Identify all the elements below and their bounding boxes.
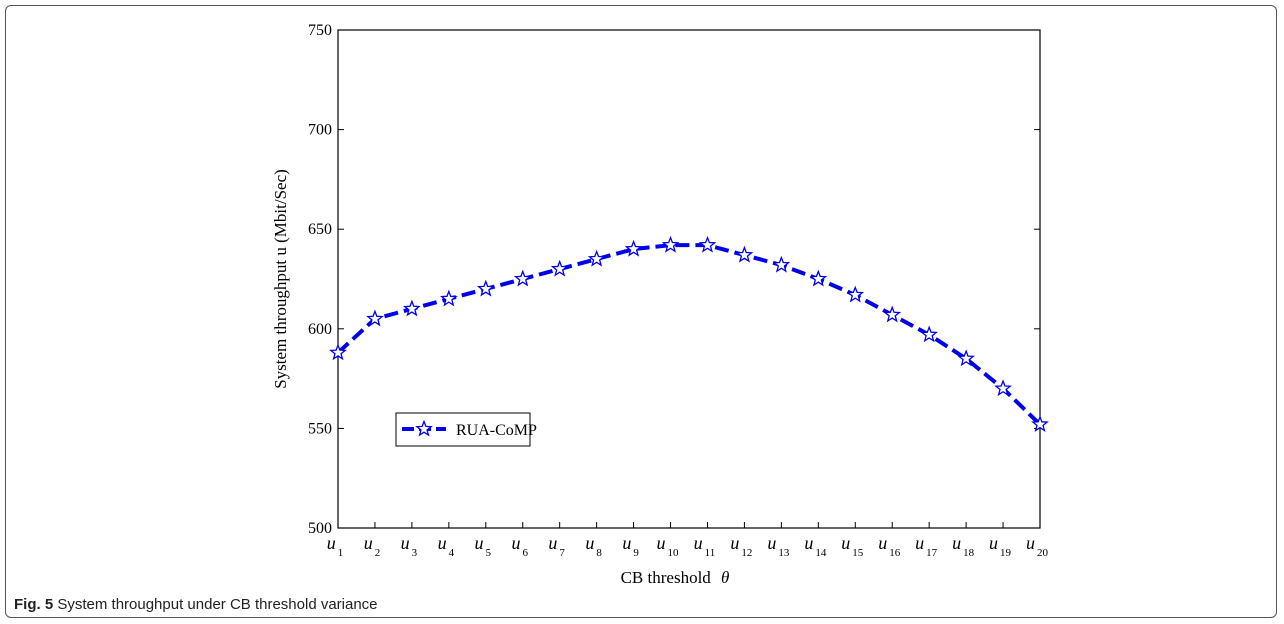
legend-label: RUA-CoMP: [456, 422, 537, 439]
x-tick-label: u 15: [841, 533, 864, 559]
data-point-star: [1031, 415, 1049, 432]
y-axis-title: System throughput u (Mbit/Sec): [271, 169, 290, 389]
data-point-star: [994, 379, 1012, 397]
data-point-star: [403, 299, 421, 317]
data-point-star: [329, 343, 347, 361]
data-point-star: [698, 235, 717, 253]
series-markers: [329, 235, 1049, 432]
data-point-star: [366, 309, 384, 327]
data-point-star: [772, 255, 791, 273]
figure-frame: [5, 5, 1277, 618]
x-axis-title-text: CB threshold: [621, 568, 712, 587]
x-tick-label: u 14: [804, 533, 827, 559]
plot-area: [337, 29, 1041, 529]
x-ticks: u 1 u 2 u 3 u 4 u 5 u 6 u 7 u 8 u 9 u 10 u 11 u 12 u 13 u 14 u 15 u 16 u…: [327, 522, 1049, 559]
data-point-star: [661, 235, 680, 253]
x-axis-title-symbol: θ: [721, 568, 729, 587]
data-point-star: [439, 289, 458, 307]
y-tick-label: 600: [308, 321, 332, 338]
legend-box: [395, 412, 531, 447]
x-tick-label: u 20: [1026, 533, 1049, 559]
x-tick-label: u 11: [694, 533, 716, 559]
data-point-star: [883, 305, 902, 323]
data-point-star: [735, 245, 754, 263]
data-point-star: [513, 269, 532, 287]
y-tick-label: 750: [308, 22, 332, 39]
caption-label: Fig. 5: [14, 596, 54, 613]
data-point-star: [957, 349, 975, 367]
y-tick-label: 500: [308, 520, 332, 537]
x-tick-label: u 10: [657, 533, 680, 559]
data-point-star: [920, 325, 939, 343]
data-point-star: [809, 269, 828, 287]
x-tick-label: u 12: [730, 533, 752, 559]
caption-text: System throughput under CB threshold var…: [57, 596, 378, 613]
data-point-star: [550, 259, 569, 277]
y-tick-label: 650: [308, 221, 332, 238]
y-ticks: 500 550 600 650 700 750: [308, 22, 1040, 537]
x-tick-label: u 19: [989, 533, 1012, 559]
x-tick-label: u 17: [915, 533, 938, 559]
data-point-star: [624, 239, 643, 257]
legend-marker: [415, 419, 433, 437]
data-point-star: [476, 279, 495, 297]
data-point-star: [846, 285, 865, 303]
data-point-star: [587, 249, 606, 267]
x-axis-title: CB threshold θ: [621, 568, 730, 587]
x-tick-label: u 13: [767, 533, 790, 559]
figure-caption: Fig. 5 System throughput under CB thresh…: [14, 596, 378, 613]
y-tick-label: 550: [308, 420, 332, 437]
legend: RUA-CoMP: [395, 412, 537, 447]
x-tick-label: u 18: [952, 533, 975, 559]
x-tick-label: u 16: [878, 533, 901, 559]
y-tick-label: 700: [308, 122, 332, 139]
series-line-rua-comp: [336, 243, 1042, 426]
